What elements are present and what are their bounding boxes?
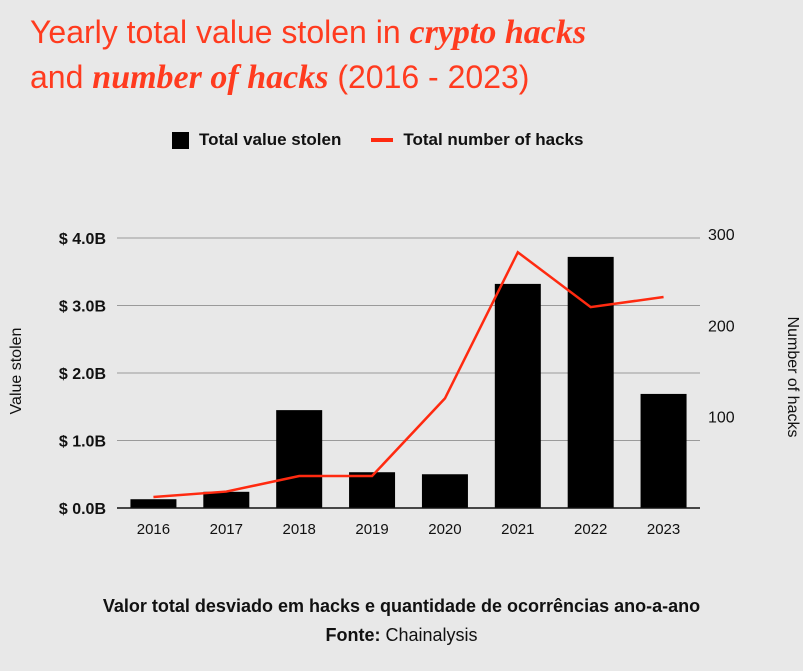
caption-source-label: Fonte: [325, 625, 381, 645]
title-text: and [30, 59, 93, 95]
legend-swatch-bar-icon [172, 131, 189, 149]
y-right-axis-label: Number of hacks [784, 317, 801, 438]
line-number-of-hacks [153, 250, 664, 499]
chart-title: Yearly total value stolen in crypto hack… [30, 10, 586, 100]
y-right-tick-label: 300 [708, 227, 735, 244]
x-tick-label: 2018 [283, 521, 316, 538]
x-tick-label: 2020 [428, 521, 461, 538]
y-right-tick-label: 100 [708, 410, 735, 427]
chart-plot: $ 0.0B $ 1.0B $ 2.0B $ 3.0B $ 4.0B 100 200 300 2… [8, 227, 801, 538]
bar [276, 410, 323, 508]
y-left-tick-label: $ 1.0B [59, 434, 106, 451]
bar [494, 283, 541, 508]
x-tick-label: 2022 [574, 521, 607, 538]
legend-item-number-of-hacks: Total number of hacks [371, 130, 583, 150]
y-left-tick-label: $ 3.0B [59, 299, 106, 316]
y-right-tick-label: 200 [708, 318, 735, 335]
x-tick-label: 2023 [647, 521, 680, 538]
caption: Valor total desviado em hacks e quantida… [0, 592, 803, 650]
x-tick-label: 2016 [137, 521, 170, 538]
title-text: Yearly total value stolen in [30, 14, 410, 50]
legend-label: Total number of hacks [403, 130, 584, 149]
bar [203, 491, 250, 508]
title-emphasis-crypto-hacks: crypto hacks [409, 14, 587, 51]
legend: Total value stolen Total number of hacks [172, 130, 613, 150]
caption-source-value: Chainalysis [380, 625, 478, 645]
bar [349, 472, 396, 508]
y-left-axis-label: Value stolen [8, 328, 25, 415]
caption-description: Valor total desviado em hacks e quantida… [102, 596, 701, 616]
x-tick-label: 2017 [210, 521, 243, 538]
bar [421, 474, 468, 508]
y-left-tick-label: $ 0.0B [59, 501, 106, 518]
legend-swatch-line-icon [371, 138, 394, 142]
bar [130, 499, 177, 508]
title-emphasis-number-of-hacks: number of hacks [92, 59, 329, 96]
bar [640, 393, 687, 508]
y-left-tick-label: $ 2.0B [59, 366, 106, 383]
x-tick-label: 2021 [501, 521, 534, 538]
bar [567, 256, 614, 508]
x-tick-label: 2019 [355, 521, 388, 538]
legend-label: Total value stolen [199, 130, 342, 149]
legend-item-value-stolen: Total value stolen [172, 130, 341, 150]
y-left-tick-label: $ 4.0B [59, 231, 106, 248]
title-date-range: (2016 - 2023) [328, 59, 530, 95]
